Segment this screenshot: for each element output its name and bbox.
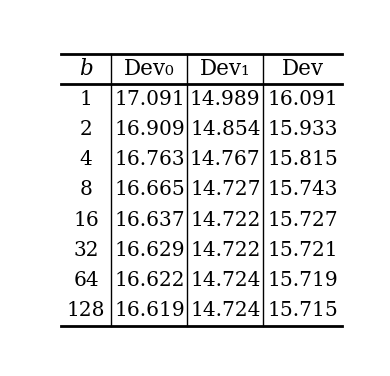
Text: 8: 8 — [80, 180, 92, 199]
Text: Dev: Dev — [282, 58, 324, 80]
Text: 14.724: 14.724 — [190, 301, 261, 320]
Text: 14.727: 14.727 — [190, 180, 261, 199]
Text: 128: 128 — [67, 301, 105, 320]
Text: 16.622: 16.622 — [114, 271, 184, 290]
Text: 64: 64 — [73, 271, 99, 290]
Text: 1: 1 — [80, 89, 92, 109]
Text: 15.815: 15.815 — [267, 150, 338, 169]
Text: 17.091: 17.091 — [114, 89, 185, 109]
Text: 16.091: 16.091 — [267, 89, 338, 109]
Text: b: b — [79, 58, 93, 80]
Text: 15.743: 15.743 — [267, 180, 338, 199]
Text: 14.722: 14.722 — [190, 241, 261, 260]
Text: 15.719: 15.719 — [267, 271, 338, 290]
Text: 14.767: 14.767 — [190, 150, 261, 169]
Text: 16.637: 16.637 — [114, 211, 185, 230]
Text: 16.619: 16.619 — [114, 301, 185, 320]
Text: 14.724: 14.724 — [190, 271, 261, 290]
Text: 16.629: 16.629 — [114, 241, 185, 260]
Text: 14.854: 14.854 — [190, 120, 261, 139]
Text: 16.909: 16.909 — [114, 120, 185, 139]
Text: 15.715: 15.715 — [267, 301, 338, 320]
Text: 15.727: 15.727 — [267, 211, 338, 230]
Text: 4: 4 — [80, 150, 92, 169]
Text: 15.721: 15.721 — [267, 241, 338, 260]
Text: 16: 16 — [73, 211, 99, 230]
Text: 15.933: 15.933 — [267, 120, 338, 139]
Text: 2: 2 — [80, 120, 92, 139]
Text: Dev₀: Dev₀ — [124, 58, 175, 80]
Text: 16.763: 16.763 — [114, 150, 185, 169]
Text: 16.665: 16.665 — [114, 180, 185, 199]
Text: 14.722: 14.722 — [190, 211, 261, 230]
Text: Dev₁: Dev₁ — [200, 58, 251, 80]
Text: 14.989: 14.989 — [190, 89, 261, 109]
Text: 32: 32 — [73, 241, 99, 260]
